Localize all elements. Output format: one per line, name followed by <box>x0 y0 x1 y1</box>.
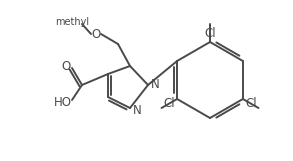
Text: Cl: Cl <box>163 97 175 110</box>
Text: N: N <box>151 77 159 90</box>
Text: Cl: Cl <box>204 27 216 39</box>
Text: methyl: methyl <box>55 17 89 27</box>
Text: N: N <box>133 104 142 117</box>
Text: HO: HO <box>54 95 72 109</box>
Text: O: O <box>91 28 100 41</box>
Text: Cl: Cl <box>245 97 256 110</box>
Text: O: O <box>61 60 71 72</box>
